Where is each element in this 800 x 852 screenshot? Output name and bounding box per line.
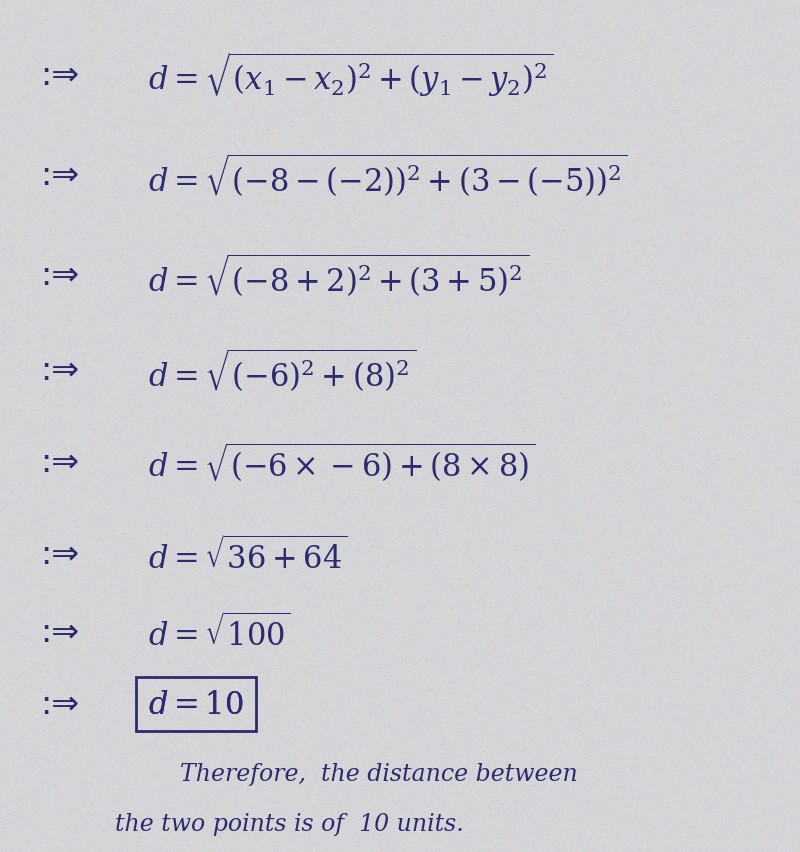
Text: $d= 10$: $d= 10$ — [148, 689, 243, 718]
Text: :⇒: :⇒ — [40, 353, 79, 386]
Text: :⇒: :⇒ — [40, 59, 79, 91]
Text: $d= \sqrt{100}$: $d= \sqrt{100}$ — [148, 612, 291, 651]
Text: :⇒: :⇒ — [40, 258, 79, 291]
Text: the two points is of  10 units.: the two points is of 10 units. — [115, 813, 464, 836]
Text: $d= \sqrt{(-6\times-6)+(8\times8)}$: $d= \sqrt{(-6\times-6)+(8\times8)}$ — [148, 440, 535, 483]
Text: :⇒: :⇒ — [40, 615, 79, 648]
Text: $d= \sqrt{(-8+2)^2+(3+5)^2}$: $d= \sqrt{(-8+2)^2+(3+5)^2}$ — [148, 250, 529, 298]
Text: :⇒: :⇒ — [40, 538, 79, 571]
Text: Therefore,  the distance between: Therefore, the distance between — [180, 763, 578, 786]
Text: $d= 10$: $d= 10$ — [148, 689, 243, 718]
Text: $d= \sqrt{(x_1-x_2)^2+(y_1-y_2)^2}$: $d= \sqrt{(x_1-x_2)^2+(y_1-y_2)^2}$ — [148, 50, 554, 100]
Text: $d= \sqrt{36+64}$: $d= \sqrt{36+64}$ — [148, 535, 347, 573]
Text: $d= \sqrt{(-8-(-2))^2+(3-(-5))^2}$: $d= \sqrt{(-8-(-2))^2+(3-(-5))^2}$ — [148, 151, 628, 199]
Text: $d= \sqrt{(-6)^2+(8)^2}$: $d= \sqrt{(-6)^2+(8)^2}$ — [148, 346, 416, 394]
Text: :⇒: :⇒ — [40, 688, 79, 721]
Text: :⇒: :⇒ — [40, 158, 79, 192]
Text: :⇒: :⇒ — [40, 445, 79, 478]
